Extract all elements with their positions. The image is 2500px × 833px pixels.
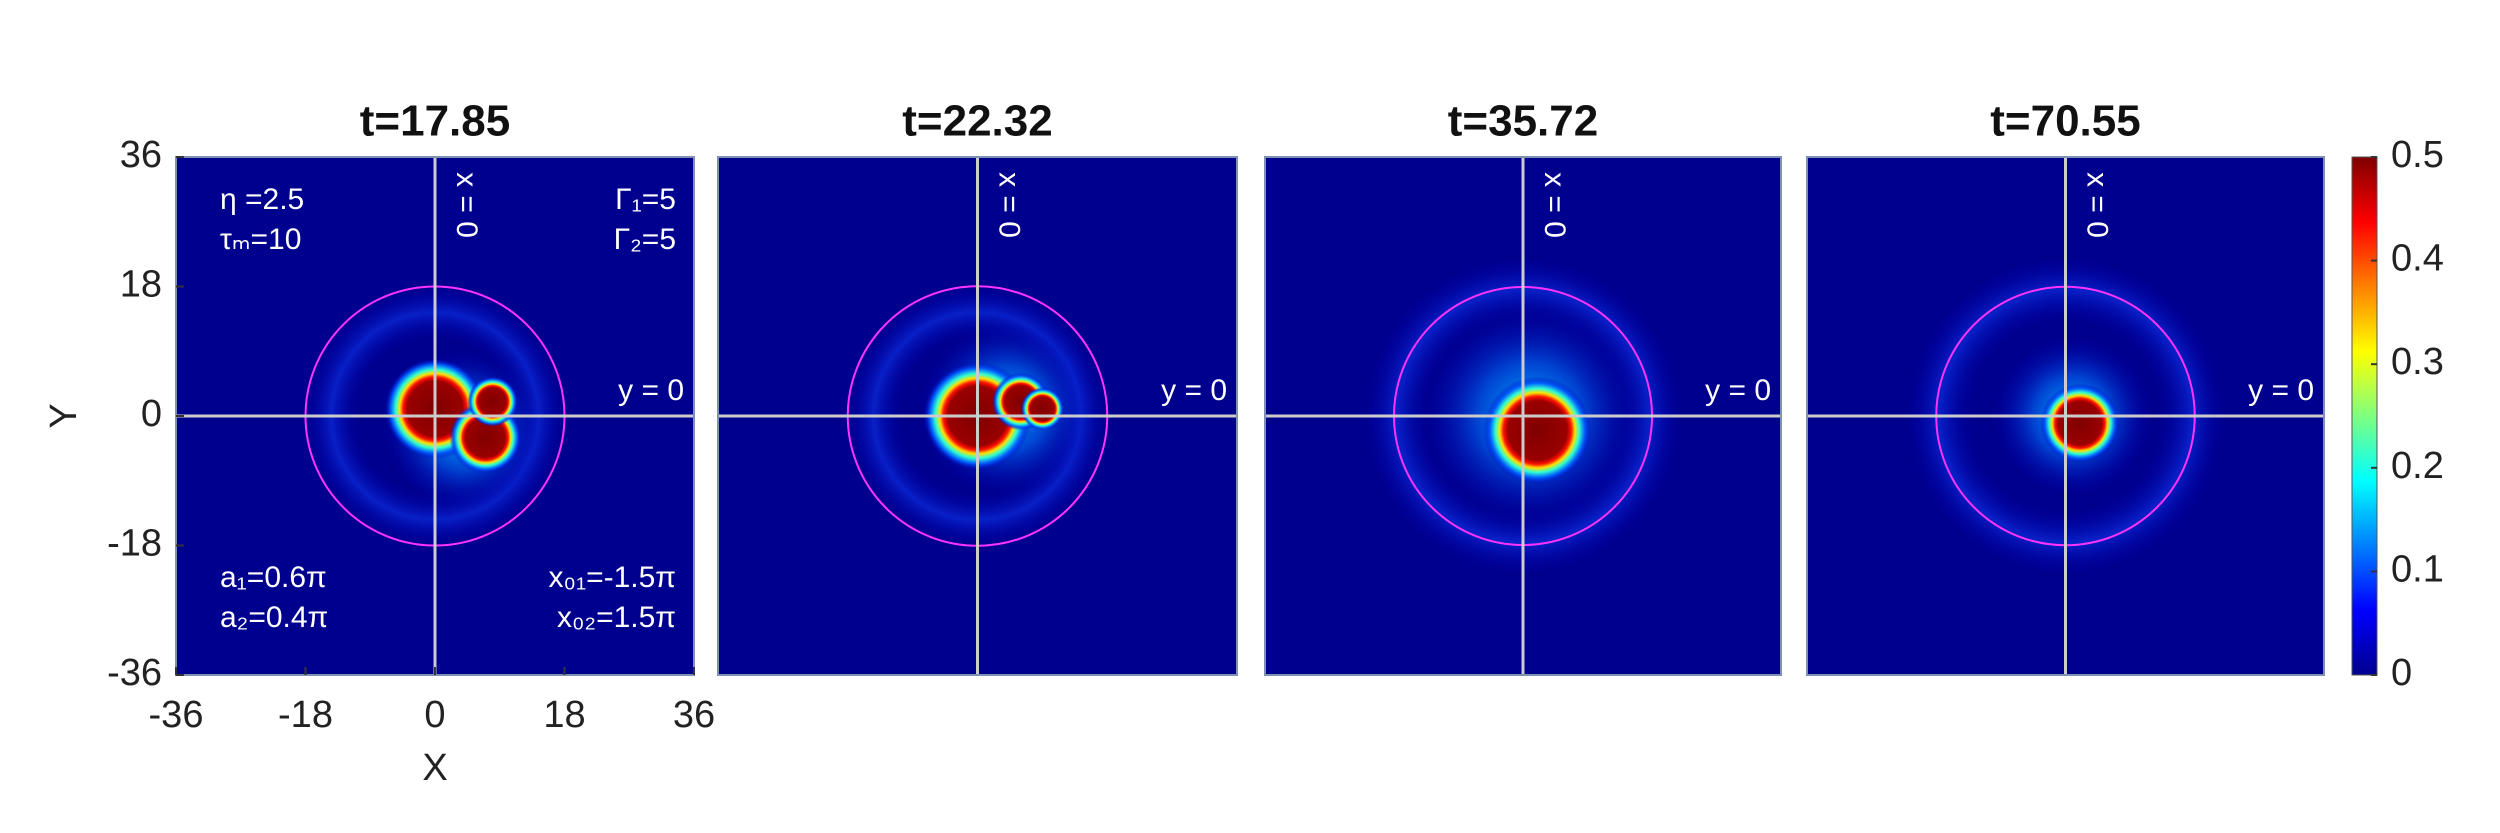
x-tick-label: 18 [543,694,585,736]
heatmap-blob [1483,376,1592,485]
colorbar-tick-label: 0.5 [2391,134,2444,176]
colorbar [2351,156,2378,676]
colorbar-tick-label: 0.1 [2391,548,2444,590]
y-tick-label: -36 [107,652,162,694]
panel-frame [717,156,1238,676]
colorbar-tick-label: 0.2 [2391,445,2444,487]
annotation: τₘ=10 [220,223,301,256]
annotation: a₁=0.6π [220,561,327,594]
annotation: x₀₂=1.5π [557,601,676,634]
heatmap-blob [467,376,518,427]
y-zero-label: y = 0 [2248,374,2314,407]
y-tick-label: 36 [120,134,162,176]
panel: x = 0 y = 0 t=22.32 [717,97,1238,676]
y-zero-label: y = 0 [618,374,684,407]
panel: x = 0 y = 0 t=17.85 -36 -18 0 18 36 -36 -18 0 18 36 X… [43,97,715,789]
y-axis-label: Y [43,403,85,428]
annotation: x₀₁=-1.5π [549,561,677,594]
y-zero-label: y = 0 [1705,374,1771,407]
annotation: a₂=0.4π [220,601,328,634]
colorbar-tick-label: 0.3 [2391,341,2444,383]
panel-frame [1806,156,2325,676]
heatmap-blob [2040,383,2120,463]
heatmap-blob [1020,387,1064,431]
panel: x = 0 y = 0 t=70.55 [1806,97,2325,676]
y-tick-label: 18 [120,264,162,306]
annotation: Γ₁=5 [615,183,676,216]
panel-title: t=17.85 [360,97,510,146]
colorbar-tick-label: 0 [2391,652,2412,694]
y-zero-label: y = 0 [1161,374,1227,407]
annotation: η =2.5 [220,183,304,216]
x-zero-label: x = 0 [450,172,483,238]
x-axis-label: X [422,747,447,789]
panel-frame [1264,156,1782,676]
x-zero-label: x = 0 [1538,172,1571,238]
x-zero-label: x = 0 [2081,172,2114,238]
panel: x = 0 y = 0 t=35.72 [1264,97,1782,676]
x-zero-label: x = 0 [993,172,1026,238]
x-tick-label: -36 [149,694,204,736]
panel-title: t=70.55 [1990,97,2140,146]
annotation: Γ₂=5 [614,223,676,256]
panel-title: t=22.32 [902,97,1052,146]
x-tick-label: 36 [673,694,715,736]
panel-title: t=35.72 [1448,97,1598,146]
y-tick-label: 0 [141,393,162,435]
x-tick-label: 0 [424,694,445,736]
y-tick-label: -18 [107,523,162,565]
colorbar-tick-label: 0.4 [2391,238,2444,280]
x-tick-label: -18 [278,694,333,736]
